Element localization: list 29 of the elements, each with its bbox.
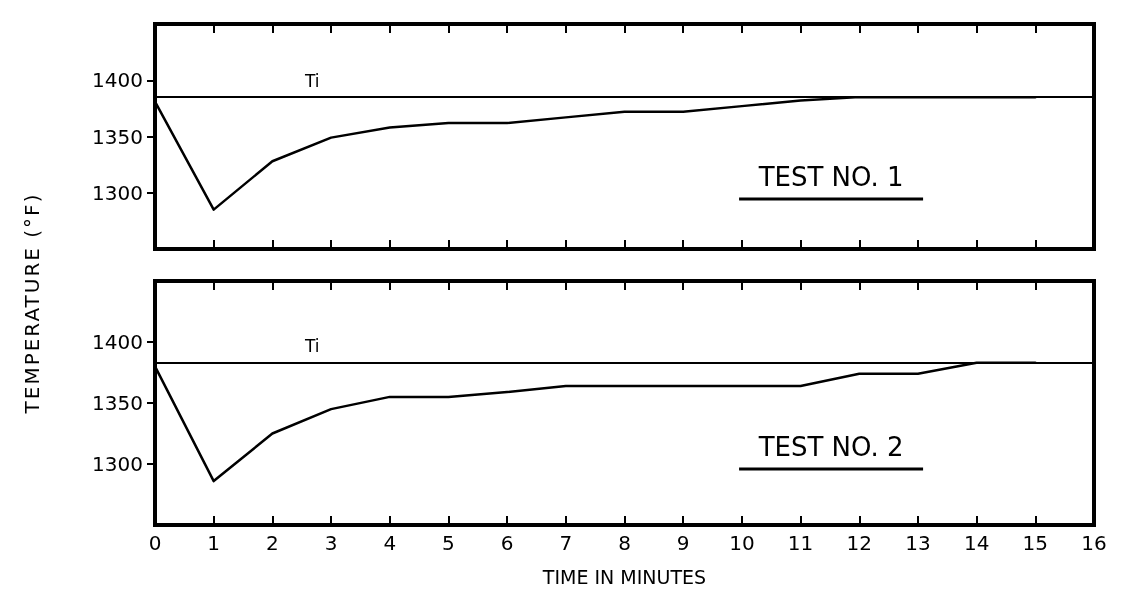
x-tick-label: 12 bbox=[846, 531, 872, 555]
y-tick-label: 1400 bbox=[92, 330, 143, 354]
x-tick-label: 3 bbox=[324, 531, 338, 555]
annotation: TEST NO. 1 bbox=[757, 162, 904, 192]
x-tick-label: 15 bbox=[1022, 531, 1049, 555]
x-tick-label: 4 bbox=[383, 531, 397, 555]
x-tick-label: 13 bbox=[905, 531, 931, 555]
x-tick-label: 11 bbox=[787, 531, 814, 555]
x-tick-label: 9 bbox=[676, 531, 690, 555]
ref-line-label: Ti bbox=[304, 336, 320, 357]
x-tick-label: 7 bbox=[559, 531, 573, 555]
x-tick-label: 10 bbox=[729, 531, 755, 555]
y-tick-label: 1300 bbox=[92, 180, 143, 205]
x-tick-label: 16 bbox=[1081, 531, 1107, 555]
y-tick-label: 1400 bbox=[92, 68, 143, 93]
x-tick-label: 8 bbox=[618, 531, 631, 555]
x-axis-title: TIME IN MINUTES bbox=[541, 565, 707, 588]
x-tick-label: 2 bbox=[266, 531, 279, 555]
annotation: TEST NO. 2 bbox=[757, 431, 904, 462]
x-tick-label: 14 bbox=[963, 531, 990, 555]
ref-line-label: Ti bbox=[304, 70, 320, 91]
x-tick-label: 6 bbox=[500, 531, 514, 555]
x-tick-label: 1 bbox=[207, 531, 221, 555]
x-tick-label: 0 bbox=[148, 531, 162, 555]
x-tick-label: 5 bbox=[442, 531, 455, 555]
y-tick-label: 1350 bbox=[92, 391, 143, 415]
y-axis-title: TEMPERATURE (°F) bbox=[20, 192, 44, 414]
y-tick-label: 1300 bbox=[92, 452, 143, 476]
y-tick-label: 1350 bbox=[92, 124, 143, 149]
